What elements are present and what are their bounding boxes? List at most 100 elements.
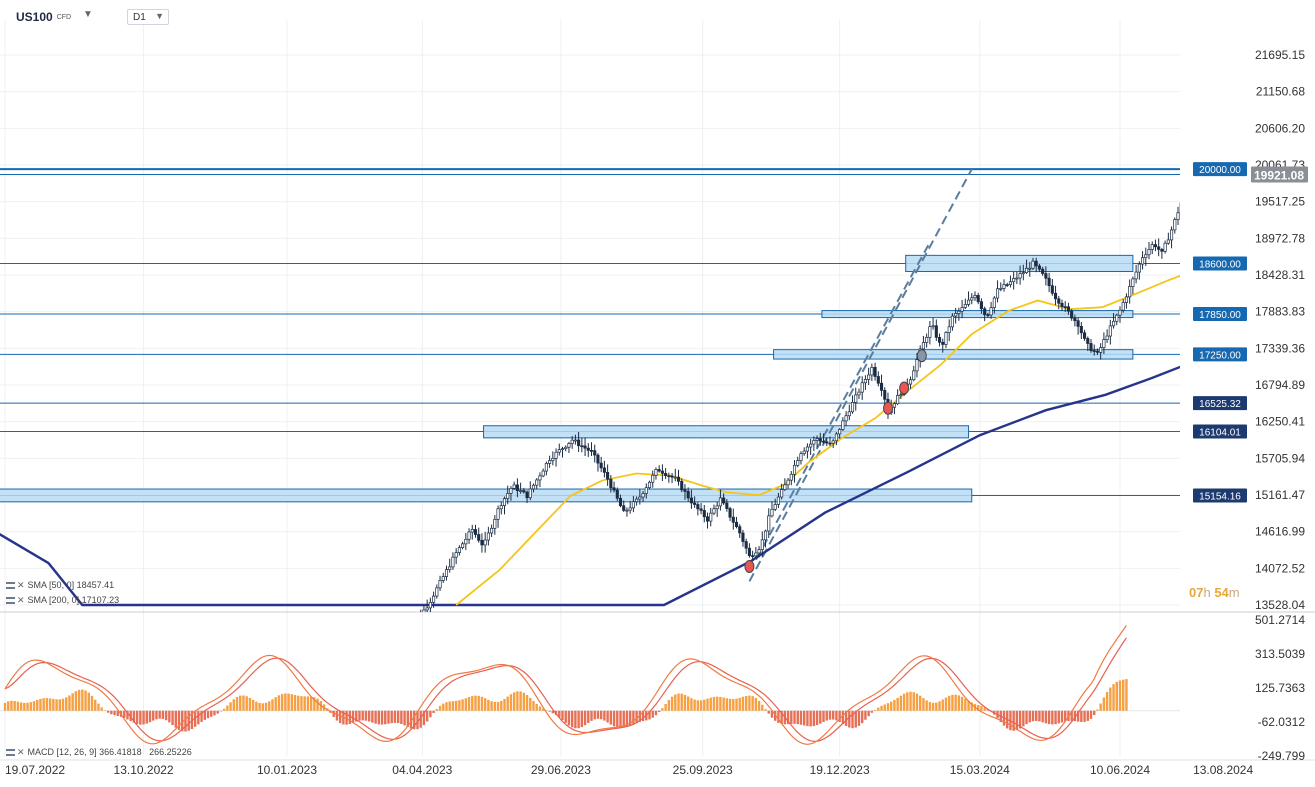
candle-body	[622, 505, 626, 511]
candle	[954, 307, 958, 324]
macd-histogram-bar	[587, 710, 590, 723]
candle-body	[834, 433, 838, 442]
macd-histogram-bar	[719, 696, 722, 711]
candle	[1141, 251, 1145, 270]
candle	[444, 565, 449, 581]
candle	[1008, 275, 1012, 288]
candle-body	[699, 508, 703, 511]
candle	[699, 502, 703, 515]
level-tag-label: 16525.32	[1199, 399, 1241, 410]
candle	[770, 501, 774, 518]
macd-label: MACD [12, 26, 9]	[27, 747, 97, 757]
macd-histogram-bar	[10, 700, 13, 711]
indicator-settings-icon[interactable]	[6, 749, 15, 757]
countdown-hours-unit: h	[1203, 585, 1211, 600]
close-icon[interactable]: ✕	[17, 595, 25, 605]
candle-body	[934, 325, 938, 338]
macd-histogram-bar	[487, 699, 490, 711]
candle-body	[515, 484, 519, 492]
macd-histogram-bar	[854, 710, 857, 728]
candle-body	[477, 534, 481, 541]
macd-histogram-bar	[529, 697, 532, 711]
swing-marker	[899, 381, 910, 395]
candle	[680, 478, 684, 493]
macd-histogram-bar	[94, 699, 97, 711]
macd-histogram-bar	[628, 710, 632, 726]
candle-body	[544, 463, 548, 472]
candle-body	[567, 443, 571, 448]
level-tag-box[interactable]	[1193, 347, 1247, 362]
level-tag-box[interactable]	[1193, 488, 1247, 503]
level-tag-box[interactable]	[1193, 424, 1247, 439]
candle-body	[664, 472, 668, 476]
chevron-down-icon[interactable]: ▼	[83, 9, 93, 20]
level-tag-box[interactable]	[1193, 256, 1247, 271]
timeframe-select[interactable]: D1 ▼	[127, 9, 169, 25]
candle-body	[535, 479, 539, 486]
indicator-settings-icon[interactable]	[6, 582, 15, 590]
macd-histogram-bar	[84, 690, 87, 711]
candle	[812, 436, 816, 451]
candle	[1166, 232, 1170, 245]
candle	[480, 533, 484, 553]
candle	[941, 338, 945, 353]
candle-body	[844, 415, 848, 422]
candle-body	[989, 307, 993, 316]
time-axis-label: 10.06.2024	[1090, 763, 1150, 777]
candle-body	[416, 618, 418, 624]
candle-body	[541, 470, 545, 477]
macd-histogram-bar	[1047, 710, 1051, 725]
candle	[493, 515, 497, 535]
macd-histogram-bar	[841, 710, 845, 724]
candle	[467, 528, 471, 544]
candle-body	[654, 469, 658, 476]
macd-histogram-bar	[580, 710, 584, 728]
candle-body	[1099, 347, 1103, 353]
candle-countdown: 07h 54m	[1189, 585, 1240, 600]
candle	[560, 446, 565, 458]
macd-histogram-bar	[168, 710, 171, 723]
candle-body	[573, 439, 577, 442]
macd-histogram-bar	[290, 694, 294, 711]
macd-histogram-bar	[786, 710, 790, 725]
macd-histogram-bar	[1125, 679, 1128, 711]
candle-body	[815, 438, 819, 441]
candle	[722, 493, 726, 506]
candle	[767, 508, 771, 538]
symbol-selector[interactable]: US100 CFD	[16, 10, 71, 24]
candle-body	[805, 446, 809, 452]
macd-histogram-bar	[129, 710, 132, 722]
candle-body	[847, 411, 851, 417]
candle-body	[1037, 265, 1041, 270]
close-icon[interactable]: ✕	[17, 580, 25, 590]
macd-histogram-bar	[1060, 710, 1064, 723]
macd-histogram-bar	[1054, 710, 1057, 725]
macd-histogram-bar	[190, 710, 194, 730]
level-tag-label: 20000.00	[1199, 165, 1241, 176]
candle-body	[506, 493, 510, 499]
candle	[1070, 309, 1074, 321]
candle	[773, 498, 777, 512]
macd-histogram-bar	[606, 710, 609, 723]
level-tag-box[interactable]	[1193, 396, 1247, 411]
candle-body	[651, 474, 655, 483]
macd-histogram-bar	[909, 691, 912, 711]
candle-body	[1089, 343, 1093, 351]
sma50-line	[455, 274, 1180, 606]
candle	[551, 451, 555, 466]
level-tag-box[interactable]	[1193, 306, 1247, 321]
macd-histogram-bar	[815, 710, 819, 726]
time-axis-label: 15.03.2024	[950, 763, 1010, 777]
candle	[763, 529, 768, 548]
symbol-type-badge: CFD	[56, 14, 72, 22]
level-tag-box[interactable]	[1193, 162, 1247, 177]
candle	[925, 333, 929, 348]
macd-histogram-bar	[603, 710, 606, 721]
candle	[1060, 299, 1064, 312]
candle-body	[635, 498, 639, 503]
indicator-settings-icon[interactable]	[6, 597, 15, 605]
close-icon[interactable]: ✕	[17, 747, 25, 757]
candle	[970, 293, 974, 305]
candle-body	[960, 307, 964, 312]
